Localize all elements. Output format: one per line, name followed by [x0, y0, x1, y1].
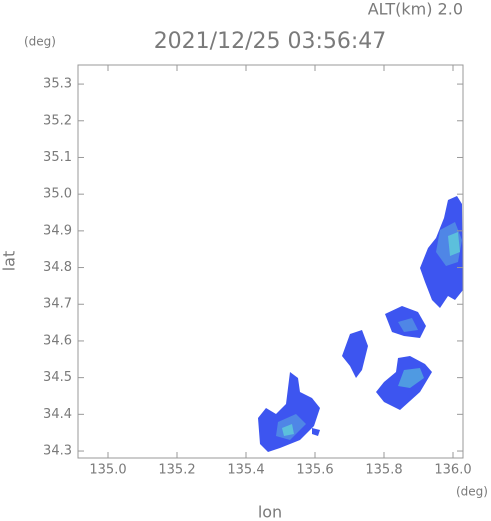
x-tick-label: 135.4	[227, 463, 264, 478]
y-tick-label: 34.8	[43, 260, 72, 275]
x-tick-label: 136.0	[434, 463, 471, 478]
y-tick-label: 35.0	[43, 187, 72, 202]
x-tick-label: 135.0	[89, 463, 126, 478]
chart-title: 2021/12/25 03:56:47	[154, 29, 387, 54]
radar-echoes	[258, 196, 463, 452]
x-tick-label: 135.8	[365, 463, 402, 478]
y-tick-label: 34.7	[43, 297, 72, 312]
x-tick-label: 135.6	[296, 463, 333, 478]
y-tick-label: 34.9	[43, 223, 72, 238]
x-tick-label: 135.2	[158, 463, 195, 478]
y-tick-label: 34.6	[43, 333, 72, 348]
plot-frame	[77, 64, 464, 459]
y-tick-label: 35.2	[43, 113, 72, 128]
y-tick-label: 35.1	[43, 150, 72, 165]
x-unit: (deg)	[456, 485, 488, 499]
y-tick-label: 34.3	[43, 444, 72, 459]
altitude-label: ALT(km) 2.0	[368, 0, 463, 19]
y-tick-label: 34.5	[43, 370, 72, 385]
y-tick-label: 34.4	[43, 407, 72, 422]
x-axis-label: lon	[258, 503, 282, 521]
y-tick-label: 35.3	[43, 77, 72, 92]
y-axis-label: lat	[0, 251, 19, 272]
y-unit: (deg)	[24, 35, 56, 49]
